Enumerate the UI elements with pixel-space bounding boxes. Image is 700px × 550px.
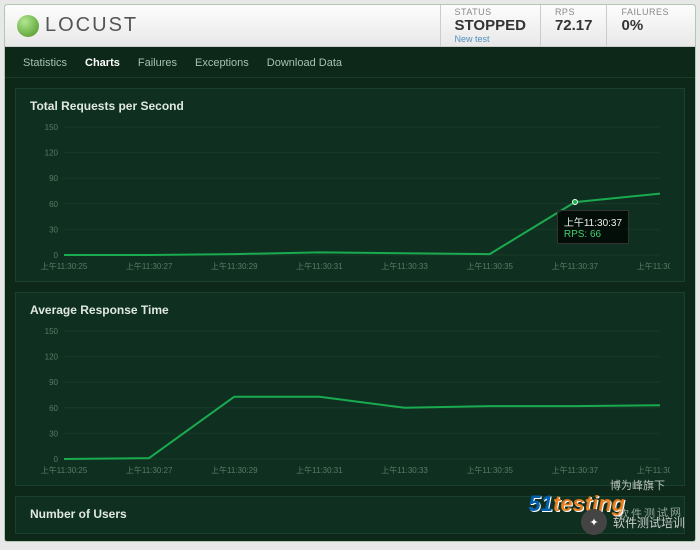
svg-text:上午11:30:29: 上午11:30:29 — [211, 261, 258, 271]
svg-text:60: 60 — [49, 200, 58, 209]
svg-text:上午11:30:25: 上午11:30:25 — [41, 465, 88, 475]
svg-text:上午11:30:29: 上午11:30:29 — [211, 465, 258, 475]
status-value: STOPPED — [455, 17, 526, 34]
svg-text:上午11:30:35: 上午11:30:35 — [466, 465, 513, 475]
rps-value: 72.17 — [555, 17, 593, 34]
svg-text:上午11:30:35: 上午11:30:35 — [466, 261, 513, 271]
svg-text:上午11:30:25: 上午11:30:25 — [41, 261, 88, 271]
svg-text:60: 60 — [49, 404, 58, 413]
svg-text:150: 150 — [45, 327, 59, 336]
svg-text:上午11:30:31: 上午11:30:31 — [296, 261, 343, 271]
chart-rps-card: Total Requests per Second 0 30 60 90 120 150 上… — [15, 88, 685, 282]
svg-text:上午11:30:37: 上午11:30:37 — [552, 261, 599, 271]
failures-box: FAILURES 0% — [606, 5, 683, 46]
app-name: LOCUST — [45, 14, 138, 37]
failures-label: FAILURES — [621, 7, 669, 17]
svg-text:上午11:30:33: 上午11:30:33 — [381, 261, 428, 271]
chart-rps: 0 30 60 90 120 150 上午11:30:25 上午11:30:27 上午11:30… — [30, 121, 670, 271]
svg-text:120: 120 — [45, 353, 59, 362]
tab-charts[interactable]: Charts — [85, 57, 120, 69]
chart-response-card: Average Response Time 0 30 60 90 120 150 上午11:… — [15, 292, 685, 486]
new-test-link[interactable]: New test — [455, 34, 526, 44]
svg-text:0: 0 — [54, 251, 59, 260]
tab-failures[interactable]: Failures — [138, 57, 177, 69]
tab-bar: Statistics Charts Failures Exceptions Downlo… — [5, 47, 695, 78]
rps-label: RPS — [555, 7, 593, 17]
tab-statistics[interactable]: Statistics — [23, 57, 67, 69]
logo: LOCUST — [17, 14, 138, 37]
svg-text:30: 30 — [49, 225, 58, 234]
svg-text:上午11:30:31: 上午11:30:31 — [296, 465, 343, 475]
status-box: STATUS STOPPED New test — [440, 5, 540, 46]
svg-text:上午11:30:40: 上午11:30:40 — [637, 465, 670, 475]
header: LOCUST STATUS STOPPED New test RPS 72.17… — [5, 5, 695, 47]
chart-response-title: Average Response Time — [30, 303, 670, 317]
tab-exceptions[interactable]: Exceptions — [195, 57, 249, 69]
svg-text:90: 90 — [49, 174, 58, 183]
status-label: STATUS — [455, 7, 526, 17]
svg-text:上午11:30:33: 上午11:30:33 — [381, 465, 428, 475]
svg-text:上午11:30:37: 上午11:30:37 — [552, 465, 599, 475]
locust-icon — [17, 15, 39, 37]
failures-value: 0% — [621, 17, 669, 34]
chart-rps-title: Total Requests per Second — [30, 99, 670, 113]
tab-download-data[interactable]: Download Data — [267, 57, 342, 69]
svg-text:150: 150 — [45, 123, 59, 132]
chart-marker — [572, 199, 578, 205]
svg-text:上午11:30:27: 上午11:30:27 — [126, 465, 173, 475]
svg-text:30: 30 — [49, 429, 58, 438]
svg-text:90: 90 — [49, 378, 58, 387]
svg-text:上午11:30:40: 上午11:30:40 — [637, 261, 670, 271]
chart-response: 0 30 60 90 120 150 上午11:30:25 上午11:30:27 上午11:30… — [30, 325, 670, 475]
svg-text:120: 120 — [45, 149, 59, 158]
wechat-icon: ✦ — [581, 509, 607, 535]
svg-text:上午11:30:27: 上午11:30:27 — [126, 261, 173, 271]
watermark-chat: ✦ 软件测试培训 — [581, 509, 685, 535]
rps-box: RPS 72.17 — [540, 5, 607, 46]
watermark-chat-text: 软件测试培训 — [613, 514, 685, 531]
svg-text:0: 0 — [54, 455, 59, 464]
